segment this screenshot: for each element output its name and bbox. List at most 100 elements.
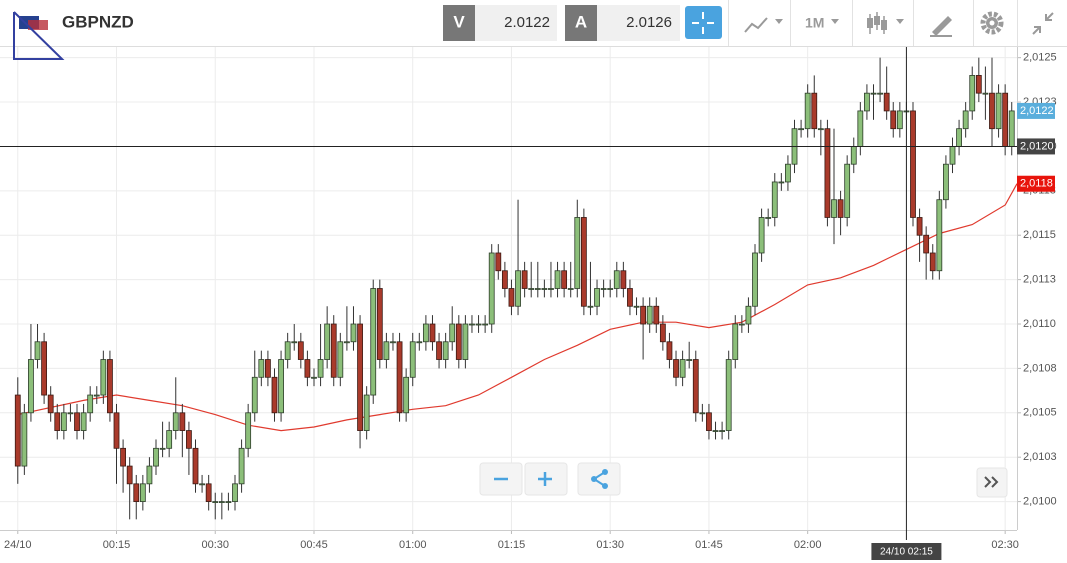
ask-tag — [565, 5, 597, 41]
candle-icon — [874, 16, 880, 25]
candle-body — [699, 412, 706, 415]
symbol[interactable]: GBPNZD — [62, 12, 134, 31]
candle-body — [179, 412, 186, 431]
candle-body — [837, 199, 844, 218]
candle-body — [640, 305, 647, 325]
candle-style-button[interactable] — [867, 12, 904, 34]
candle-body — [495, 252, 502, 272]
candle-body — [93, 394, 100, 397]
crosshair-button[interactable] — [685, 6, 722, 39]
candle-body — [475, 323, 482, 326]
collapse-button[interactable] — [1032, 12, 1054, 35]
settings-button[interactable] — [980, 11, 1004, 35]
candle-body — [436, 341, 442, 360]
y-tick-label: 2,0108 — [1023, 362, 1057, 374]
candle-body — [21, 412, 28, 467]
candle-body — [916, 217, 923, 236]
candle-body — [28, 359, 34, 414]
candle-body — [350, 323, 357, 343]
candle-body — [706, 412, 712, 431]
candle-body — [192, 447, 199, 485]
bid-box[interactable] — [475, 5, 557, 41]
draw-button[interactable] — [930, 16, 952, 37]
candle-body — [534, 288, 541, 290]
chart-type-button[interactable] — [744, 17, 783, 33]
candle-body — [409, 341, 416, 378]
candle-body — [501, 270, 508, 289]
flag-corner — [13, 11, 65, 60]
x-tick-label: 01:30 — [596, 539, 624, 551]
candle-body — [311, 376, 317, 379]
button-bg — [685, 6, 722, 39]
candle-body — [469, 323, 475, 326]
bid-price[interactable]: 2.0122 — [504, 14, 550, 31]
candle-body — [14, 394, 21, 467]
candle-body — [745, 305, 752, 325]
candle-body — [587, 305, 594, 308]
candle-body — [146, 465, 153, 485]
candle-body — [139, 483, 146, 502]
y-tick-label: 2,0115 — [1023, 229, 1056, 241]
ask-box[interactable] — [597, 5, 680, 41]
candle-body — [870, 92, 877, 95]
candle-body — [258, 359, 265, 378]
candle-body — [738, 323, 745, 326]
share-button[interactable] — [577, 462, 621, 496]
candle-body — [666, 341, 673, 360]
candle-body — [864, 92, 870, 112]
candle-body — [449, 323, 456, 343]
candle-body — [74, 412, 80, 431]
candle-body — [429, 323, 436, 343]
price-marker-label: 2,0118 — [1020, 178, 1053, 190]
share-icon — [602, 483, 608, 489]
candle-body — [857, 110, 864, 147]
candle-body — [712, 430, 719, 432]
candle-body — [482, 323, 489, 326]
candle-body — [172, 412, 179, 431]
candle-body — [284, 341, 291, 360]
share-icon — [591, 476, 597, 482]
scroll-end-button[interactable] — [976, 467, 1008, 498]
candle-body — [508, 288, 515, 307]
price-marker-bg — [1017, 138, 1055, 155]
candle-body — [982, 92, 989, 95]
y-tick-label: 2,0100 — [1023, 495, 1057, 507]
dropdown-arrow — [831, 19, 839, 24]
toolbar: GBPNZD V 2.0122 A 2.0126 1M — [0, 0, 1067, 60]
gear-icon — [980, 11, 1004, 35]
candle-body — [778, 181, 785, 184]
candle-body — [594, 288, 600, 307]
flag — [28, 20, 48, 30]
candle-body — [613, 270, 620, 289]
candle-body — [653, 305, 660, 325]
candle-body — [600, 288, 607, 290]
symbol-flag[interactable] — [13, 11, 65, 60]
candle-body — [995, 92, 1002, 130]
candle-body — [218, 501, 225, 503]
pen-icon — [932, 16, 952, 36]
candle-body — [47, 394, 54, 414]
candle-body — [291, 341, 298, 344]
candle-body — [133, 483, 140, 502]
price-marker-label: 2,0120 — [1020, 140, 1054, 152]
candle-body — [343, 341, 350, 344]
candle-body — [416, 341, 423, 344]
candle-body — [238, 447, 245, 485]
candle-body — [969, 75, 976, 112]
candle-body — [330, 323, 337, 378]
candle-body — [1008, 110, 1015, 147]
ask-price[interactable]: 2.0126 — [626, 14, 672, 31]
candle-body — [548, 288, 554, 290]
price-marker-label: 2,0122 — [1020, 105, 1054, 117]
candle-body — [304, 359, 311, 378]
moving-average-line — [17, 183, 1018, 432]
candle-body — [765, 217, 772, 219]
candle-body — [265, 359, 271, 378]
candle-body — [541, 288, 548, 290]
candle-body — [949, 146, 956, 165]
x-tick-label: 00:15 — [103, 539, 131, 551]
timeframe[interactable]: 1M — [805, 15, 824, 31]
timeframe-button[interactable]: 1M — [805, 15, 839, 31]
zoom-controls — [479, 462, 1008, 498]
price-marker-bg — [1017, 175, 1055, 192]
